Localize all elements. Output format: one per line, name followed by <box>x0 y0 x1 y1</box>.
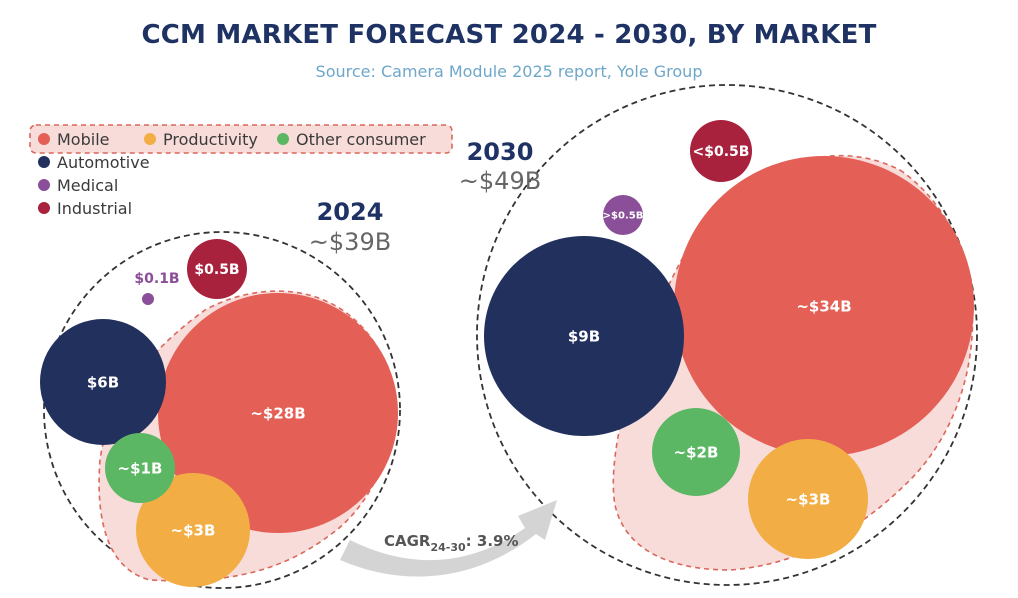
legend-label-medical: Medical <box>57 176 118 195</box>
bubble-label-other-consumer-2030: ~$2B <box>674 443 719 461</box>
legend-label-automotive: Automotive <box>57 153 150 172</box>
legend-dot-productivity <box>144 133 156 145</box>
legend-dot-mobile <box>38 133 50 145</box>
bubble-industrial-2024 <box>187 239 247 299</box>
panel-2030: 2030~$49B ~$34B $9B ~$3B ~$2B <$0.5B >$0.5B <box>459 84 978 586</box>
legend-dot-automotive <box>38 156 50 168</box>
bubble-label-automotive-2024: $6B <box>87 373 119 391</box>
bubble-automotive-2024 <box>40 319 166 445</box>
legend-label-other-consumer: Other consumer <box>296 130 426 149</box>
legend-dot-other-consumer <box>277 133 289 145</box>
bubble-productivity-2024 <box>136 473 250 587</box>
bubble-label-industrial-2024: $0.5B <box>194 262 239 278</box>
bubble-label-productivity-2024: ~$3B <box>171 521 216 539</box>
bubble-other-consumer-2024 <box>105 433 175 503</box>
cagr-annotation: CAGR24-30: 3.9% <box>340 500 557 577</box>
bubble-medical-2024 <box>142 293 154 305</box>
bubble-label-productivity-2030: ~$3B <box>786 490 831 508</box>
cagr-arrow <box>340 500 557 577</box>
chart-panels: 2024~$39B~$28B$6B~$3B~$1B$0.5B$0.1B2030~… <box>40 84 978 589</box>
legend-label-productivity: Productivity <box>163 130 258 149</box>
bubble-mobile-2024 <box>158 293 398 533</box>
bubble-label-mobile-2030: ~$34B <box>796 297 851 315</box>
bubble-label-automotive-2030: $9B <box>568 327 600 345</box>
chart-title: CCM MARKET FORECAST 2024 - 2030, BY MARK… <box>141 20 877 50</box>
bubble-medical-2030 <box>603 195 643 235</box>
panel-year-2030: 2030 <box>467 138 534 166</box>
bubble-label-mobile-2024: ~$28B <box>250 404 305 422</box>
legend-dot-industrial <box>38 202 50 214</box>
bubble-industrial-2030 <box>690 120 752 182</box>
legend-group-box <box>29 124 453 154</box>
panel-total-2024: ~$39B <box>309 228 391 256</box>
bubble-other-consumer-2030 <box>652 408 740 496</box>
bubble-label-medical-2024: $0.1B <box>134 271 179 287</box>
cagr-label: CAGR24-30: 3.9% <box>384 532 519 554</box>
legend: Mobile Productivity Other consumer Automoti… <box>29 124 453 218</box>
panel-year-2024: 2024 <box>317 198 384 226</box>
panel-2024: 2024~$39B ~$28B $6B ~$3B ~$1B $0.5B $0.1B <box>40 198 401 589</box>
bubble-label-other-consumer-2024: ~$1B <box>118 459 163 477</box>
panel-total-2030: ~$49B <box>459 167 541 195</box>
legend-label-industrial: Industrial <box>57 199 132 218</box>
bubble-automotive-2030 <box>484 236 684 436</box>
legend-label-mobile: Mobile <box>57 130 109 149</box>
bubble-mobile-2030 <box>674 156 974 456</box>
bubble-label-medical-2030: >$0.5B <box>603 211 644 222</box>
bubble-productivity-2030 <box>748 439 868 559</box>
legend-dot-medical <box>38 179 50 191</box>
bubble-label-industrial-2030: <$0.5B <box>693 144 750 160</box>
chart-subtitle: Source: Camera Module 2025 report, Yole … <box>315 62 703 81</box>
